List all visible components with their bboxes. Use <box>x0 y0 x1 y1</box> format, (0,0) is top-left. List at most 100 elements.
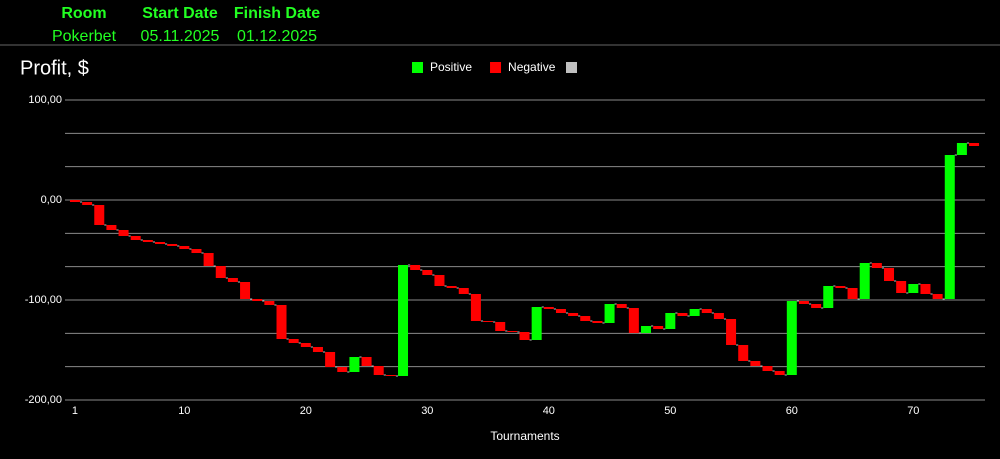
bar <box>726 319 737 345</box>
bar <box>713 313 724 319</box>
bar <box>179 246 190 249</box>
header-value: 05.11.2025 <box>141 28 220 45</box>
x-tick-label: 20 <box>300 405 312 417</box>
bar <box>835 286 846 288</box>
x-tick-label: 1 <box>72 405 78 417</box>
bar <box>373 366 384 375</box>
bar <box>555 309 566 313</box>
x-axis-label: Tournaments <box>490 429 559 443</box>
bar <box>738 345 749 361</box>
bar <box>167 244 178 246</box>
bar <box>142 240 153 242</box>
bar <box>871 263 882 268</box>
bar <box>446 286 457 288</box>
bar <box>227 278 238 282</box>
bar <box>312 347 323 352</box>
bar <box>628 308 639 333</box>
bar <box>458 288 469 294</box>
bar <box>361 357 372 366</box>
bar <box>69 200 80 202</box>
bar <box>106 225 117 230</box>
x-tick-label: 40 <box>543 405 555 417</box>
legend-label: Negative <box>508 60 556 74</box>
bar <box>470 294 481 321</box>
bar <box>823 286 834 308</box>
legend-swatch <box>566 62 577 73</box>
bar <box>410 265 421 270</box>
bar <box>300 343 311 347</box>
bar <box>94 205 105 225</box>
legend-swatch <box>412 62 423 73</box>
bar <box>944 155 955 299</box>
x-tick-label: 70 <box>907 405 919 417</box>
bar <box>337 367 348 372</box>
bar <box>276 305 287 339</box>
bar <box>519 332 530 340</box>
bar <box>398 265 409 376</box>
legend-label: Positive <box>430 60 472 74</box>
bar <box>130 236 141 240</box>
x-tick-label: 10 <box>178 405 190 417</box>
bar <box>288 339 299 343</box>
bar <box>811 304 822 308</box>
bar <box>786 301 797 375</box>
bar <box>798 301 809 304</box>
chart-title: Profit, $ <box>20 57 89 79</box>
bar <box>896 281 907 293</box>
x-tick-label: 30 <box>421 405 433 417</box>
bar <box>859 263 870 299</box>
header-value: Pokerbet <box>52 28 117 45</box>
bar <box>920 284 931 294</box>
bar <box>118 230 129 236</box>
bar <box>884 268 895 281</box>
bar <box>665 313 676 329</box>
bar <box>191 249 202 253</box>
bar <box>689 309 700 316</box>
bar <box>616 304 627 308</box>
bar <box>908 284 919 293</box>
bar <box>252 299 263 301</box>
bar <box>325 352 336 367</box>
x-tick-label: 60 <box>786 405 798 417</box>
bar <box>750 361 761 366</box>
bar <box>847 288 858 299</box>
bar <box>568 313 579 316</box>
bar <box>385 375 396 376</box>
bar <box>215 266 226 278</box>
bar <box>264 301 275 305</box>
bar <box>155 242 166 244</box>
bar <box>580 316 591 321</box>
bar <box>774 371 785 375</box>
header-label: Room <box>61 5 106 22</box>
bar <box>641 326 652 333</box>
legend-swatch <box>490 62 502 73</box>
y-tick-label: -100,00 <box>25 294 62 306</box>
bar <box>543 307 554 309</box>
bar <box>932 294 943 299</box>
x-tick-label: 50 <box>664 405 676 417</box>
header-value: 01.12.2025 <box>237 28 317 45</box>
bar <box>592 321 603 323</box>
bar <box>956 143 967 155</box>
bar <box>434 275 445 286</box>
bar <box>203 253 214 266</box>
bar <box>762 366 773 371</box>
bar <box>701 309 712 313</box>
bar <box>531 307 542 340</box>
y-tick-label: 0,00 <box>41 194 62 206</box>
bar <box>653 326 664 329</box>
bar <box>677 313 688 316</box>
bar <box>507 331 518 332</box>
y-tick-label: 100,00 <box>28 94 62 106</box>
header-label: Finish Date <box>234 5 320 22</box>
bar <box>969 143 980 146</box>
y-tick-label: -200,00 <box>25 394 62 406</box>
bar <box>349 357 360 372</box>
bar <box>483 321 494 322</box>
bar <box>495 322 506 331</box>
header-label: Start Date <box>142 5 218 22</box>
bar <box>82 202 93 205</box>
bar <box>240 282 251 299</box>
bar <box>604 304 615 323</box>
